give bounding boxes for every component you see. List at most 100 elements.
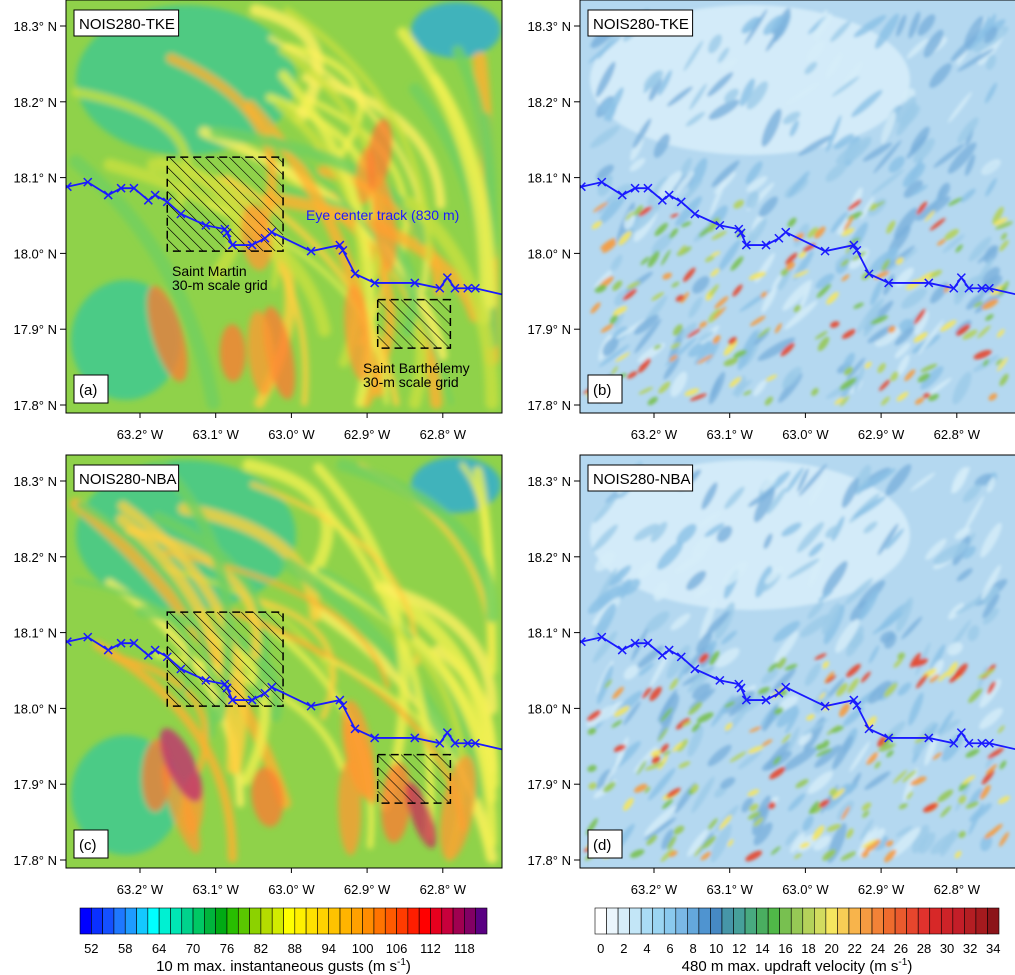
field-streak (910, 472, 936, 492)
field-streak (632, 200, 662, 233)
updraft-cell (686, 328, 701, 338)
field-streak (986, 477, 996, 493)
updraft-cell (816, 283, 831, 299)
panel-frame (579, 454, 1015, 869)
colorbar-box (802, 907, 815, 935)
colorbar-tick-label: 106 (386, 941, 408, 956)
colorbar-title-text: 10 m max. instantaneous gusts (m s (156, 958, 397, 975)
field-streak (773, 620, 800, 642)
field-streak (835, 252, 857, 267)
updraft-cell (653, 344, 662, 350)
field-streak (596, 164, 614, 180)
updraft-cell (870, 202, 878, 211)
updraft-cell (881, 259, 891, 272)
hatch-line (217, 611, 284, 679)
field-streak (933, 542, 968, 565)
updraft-cell (877, 363, 886, 374)
eye-track-marker (442, 728, 452, 738)
field-streak (753, 486, 776, 523)
updraft-cell (848, 199, 862, 211)
eye-track-marker (435, 283, 445, 293)
updraft-cell (709, 284, 719, 297)
field-streak (764, 567, 783, 585)
field-streak (983, 586, 999, 606)
colorbar-box (710, 907, 723, 935)
field-streak (708, 99, 740, 120)
field-streak (709, 178, 726, 217)
updraft-cell (613, 306, 628, 316)
updraft-cell (812, 825, 825, 841)
eye-track-marker (83, 177, 93, 187)
eye-track-line (67, 636, 502, 751)
updraft-cell (928, 393, 939, 402)
field-streak (984, 27, 998, 44)
field-streak (960, 188, 976, 203)
updraft-cell (839, 377, 857, 391)
panel-title-box (73, 464, 180, 492)
colorbar-box (124, 907, 137, 935)
colorbar-title: 10 m max. instantaneous gusts (m s-1) (156, 957, 411, 975)
field-streak (753, 822, 773, 846)
updraft-cell (638, 387, 654, 395)
updraft-cell (877, 736, 886, 748)
field-streak (125, 525, 261, 661)
colorbar-box (464, 907, 476, 935)
field-streak (704, 523, 725, 538)
updraft-cell (864, 361, 872, 369)
field-streak (781, 522, 802, 537)
updraft-cell (965, 748, 980, 758)
colorbar-box (91, 907, 103, 935)
updraft-cell (699, 321, 708, 328)
panel-title: NOIS280-TKE (79, 16, 175, 33)
updraft-cell (768, 801, 776, 810)
field-streak (984, 82, 998, 104)
updraft-cell (883, 682, 898, 698)
field-streak (785, 82, 819, 105)
updraft-cell (832, 788, 845, 800)
field-maximum (251, 767, 284, 827)
eye-track-marker (820, 701, 830, 711)
eye-track-marker (676, 652, 686, 662)
updraft-cell (817, 336, 830, 352)
updraft-cell (669, 228, 679, 239)
eye-track-marker (676, 197, 686, 207)
field-streak (979, 275, 1003, 295)
updraft-cell (939, 320, 957, 332)
panel-label-box (587, 374, 623, 404)
field-streak (785, 467, 804, 493)
colorbar-box (929, 907, 942, 935)
field-streak (653, 133, 670, 158)
updraft-cell (841, 274, 850, 282)
updraft-cell (839, 703, 850, 717)
field-streak (782, 747, 818, 772)
field-streak (962, 545, 976, 559)
field-streak (979, 679, 1002, 708)
updraft-cell (729, 751, 747, 763)
field-streak (687, 725, 704, 757)
field-streak (821, 602, 841, 635)
field-streak (823, 604, 845, 645)
field-streak (830, 212, 848, 233)
field-streak (814, 744, 842, 768)
eye-track-marker (657, 195, 667, 205)
updraft-cell (962, 329, 978, 340)
updraft-cell (611, 366, 618, 376)
field-streak (933, 143, 965, 168)
updraft-cell (613, 705, 630, 717)
field-streak (885, 464, 912, 496)
field-streak (761, 286, 777, 313)
colorbar-box (226, 907, 239, 935)
updraft-cell (769, 767, 786, 780)
eye-track-marker (201, 220, 211, 230)
field-streak (301, 72, 446, 210)
field-streak (135, 605, 283, 723)
hatch-line (169, 156, 264, 252)
updraft-cell (985, 314, 994, 321)
eye-track-marker (736, 683, 746, 693)
updraft-cell (898, 803, 908, 810)
field-low (76, 5, 296, 155)
eye-track-marker (350, 724, 360, 734)
field-streak (746, 176, 768, 193)
field-streak (782, 371, 795, 390)
field-streak (825, 53, 842, 79)
